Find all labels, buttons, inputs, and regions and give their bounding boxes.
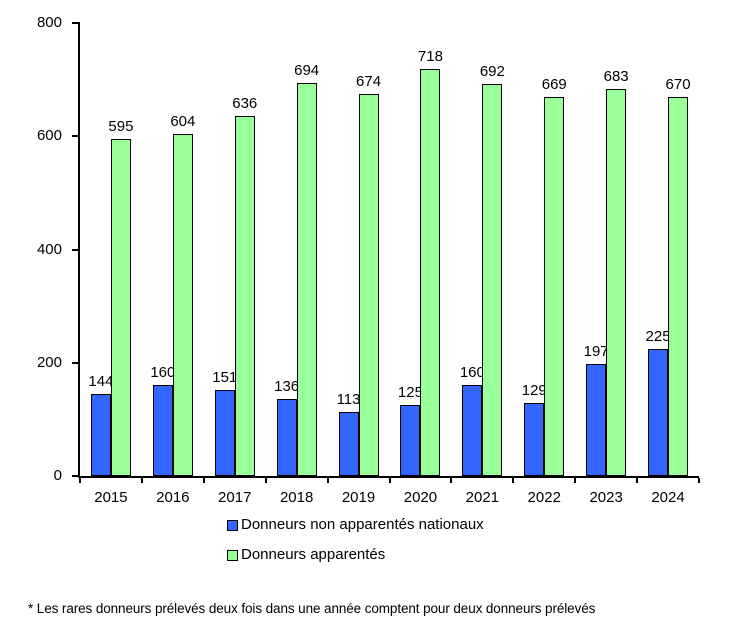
data-label: 595 <box>108 118 134 136</box>
bar-2021-series-1 <box>482 84 503 476</box>
x-axis-tick <box>202 478 205 483</box>
data-label: 670 <box>665 75 691 93</box>
bar-2022-series-1 <box>544 97 565 476</box>
data-label: 674 <box>356 73 382 91</box>
data-label: 144 <box>88 373 114 391</box>
bar-2021-series-0 <box>462 385 483 476</box>
x-axis-line <box>78 476 699 478</box>
legend-item-1: Donneurs apparentés <box>227 546 484 564</box>
bar-2017-series-0 <box>214 390 235 476</box>
x-axis-tick <box>79 478 81 483</box>
y-axis-tick-label: 0 <box>53 467 62 484</box>
y-axis-tick <box>72 361 78 364</box>
x-axis-category-label: 2020 <box>403 489 438 506</box>
x-axis-category-label: 2016 <box>156 489 190 506</box>
x-axis-category-label: 2019 <box>341 489 376 506</box>
y-axis-tick <box>72 135 78 138</box>
bar-2016-series-1 <box>172 133 193 476</box>
y-axis-tick <box>72 22 78 24</box>
x-axis-category-label: 2024 <box>651 489 685 506</box>
data-label: 669 <box>541 76 567 94</box>
x-axis-category-label: 2018 <box>279 489 314 506</box>
legend: Donneurs non apparentés nationaux Donneur… <box>227 516 484 564</box>
data-label: 160 <box>150 364 176 382</box>
bar-2015-series-0 <box>90 394 111 476</box>
bar-2018-series-1 <box>296 83 317 476</box>
bar-2023-series-0 <box>586 364 607 476</box>
x-axis-tick <box>698 478 700 483</box>
bar-2023-series-1 <box>606 89 627 476</box>
y-axis-tick <box>72 248 78 251</box>
bar-2020-series-0 <box>400 405 421 476</box>
legend-swatch-icon <box>227 519 238 531</box>
x-axis-category-label: 2022 <box>527 489 561 506</box>
data-label: 694 <box>294 62 320 80</box>
bar-2016-series-0 <box>152 385 173 476</box>
x-axis-category-label: 2021 <box>465 489 500 506</box>
legend-item-0: Donneurs non apparentés nationaux <box>227 516 484 534</box>
data-label: 683 <box>603 68 629 86</box>
x-axis-tick <box>140 478 143 483</box>
y-axis-line <box>78 22 80 478</box>
data-label: 636 <box>232 94 258 112</box>
x-axis-tick <box>574 478 577 483</box>
bar-2022-series-0 <box>524 402 545 476</box>
data-label: 160 <box>459 364 485 382</box>
bar-2019-series-1 <box>358 94 379 476</box>
bar-2020-series-1 <box>420 69 441 476</box>
data-label: 113 <box>336 391 361 408</box>
x-axis-category-label: 2015 <box>94 489 128 506</box>
legend-swatch-icon <box>227 549 238 561</box>
bar-2015-series-1 <box>110 139 131 476</box>
bar-2019-series-0 <box>338 412 359 476</box>
x-axis-tick <box>326 478 329 483</box>
x-axis-tick <box>636 478 639 483</box>
bar-2017-series-1 <box>234 115 255 476</box>
footnote: * Les rares donneurs prélevés deux fois … <box>28 601 596 616</box>
y-axis-tick <box>72 475 78 477</box>
data-label: 692 <box>479 63 505 81</box>
y-axis-tick-label: 400 <box>36 240 62 258</box>
data-label: 718 <box>417 48 443 66</box>
x-axis-category-label: 2017 <box>218 489 252 506</box>
x-axis-tick <box>388 478 391 483</box>
y-axis-tick-label: 200 <box>36 353 62 371</box>
bar-2018-series-0 <box>276 398 297 476</box>
data-label: 129 <box>521 381 547 399</box>
bar-2024-series-1 <box>668 96 689 476</box>
data-label: 136 <box>274 377 300 395</box>
x-axis-tick <box>512 478 515 483</box>
y-axis-tick-label: 800 <box>36 14 62 31</box>
data-label: 125 <box>397 384 423 402</box>
legend-label: Donneurs non apparentés nationaux <box>241 516 484 533</box>
x-axis-tick <box>264 478 267 483</box>
data-label: 225 <box>645 327 671 345</box>
legend-label: Donneurs apparentés <box>241 546 386 563</box>
x-axis-tick <box>450 478 453 483</box>
data-label: 197 <box>583 343 609 361</box>
bar-2024-series-0 <box>648 348 669 476</box>
x-axis-category-label: 2023 <box>589 489 623 506</box>
data-label: 604 <box>170 112 196 130</box>
y-axis-tick-label: 600 <box>36 127 62 145</box>
data-label: 151 <box>212 369 238 387</box>
